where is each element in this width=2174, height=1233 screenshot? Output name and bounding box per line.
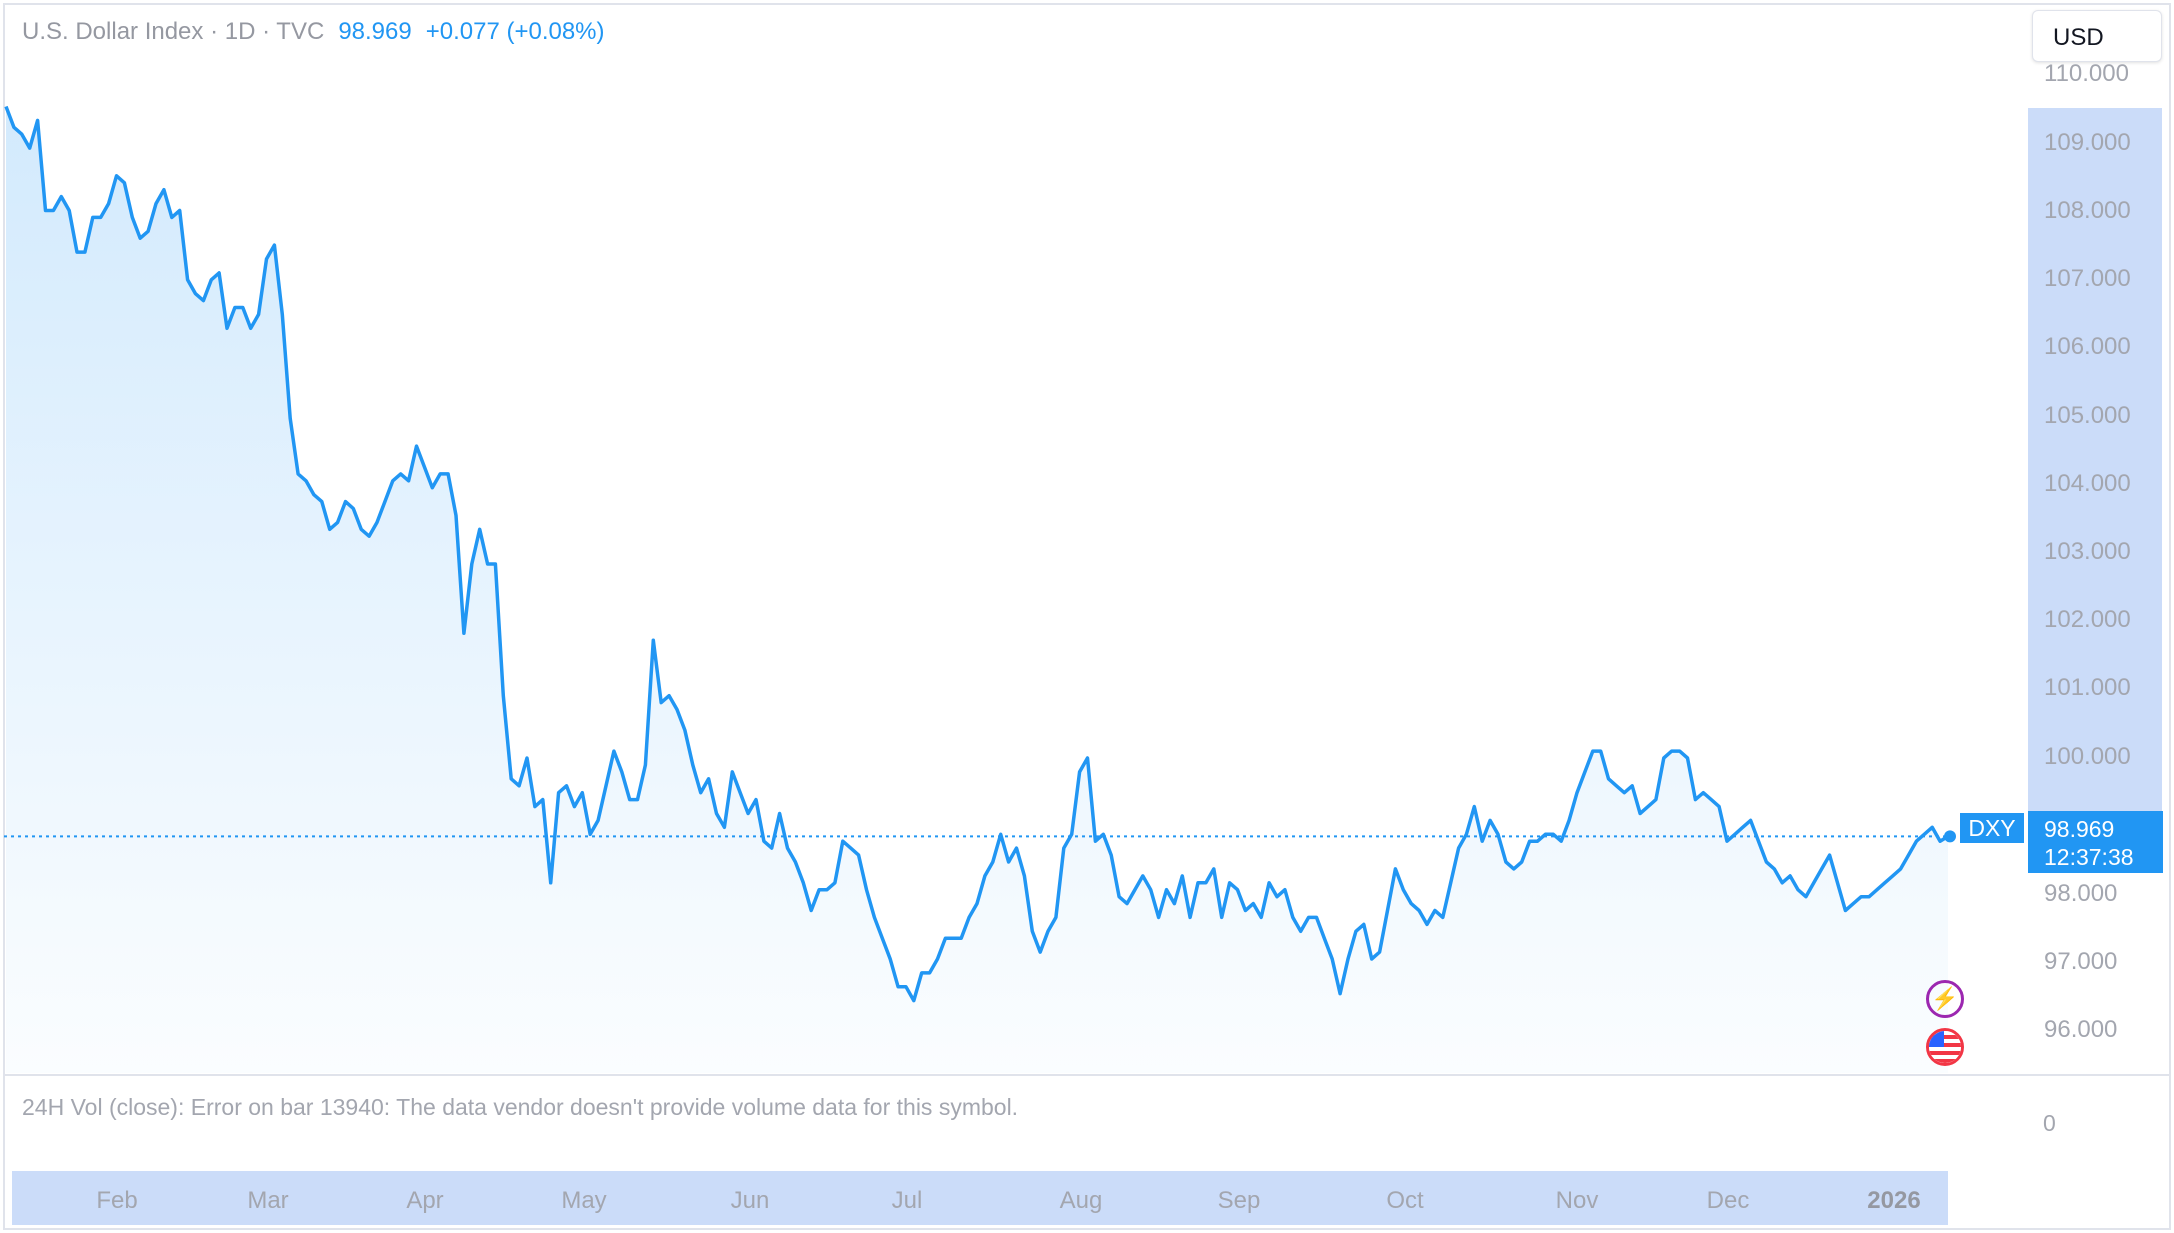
time-label: Aug	[1059, 1187, 1103, 1214]
bolt-icon[interactable]: ⚡	[1926, 980, 1964, 1018]
y-tick: 98.000	[2044, 880, 2118, 907]
price-change: +0.077 (+0.08%)	[425, 18, 605, 45]
y-tick: 109.000	[2044, 129, 2131, 156]
y-tick: 108.000	[2044, 197, 2131, 224]
time-label: Jun	[730, 1187, 770, 1214]
y-tick: 106.000	[2044, 333, 2131, 360]
time-label: Mar	[247, 1187, 289, 1214]
symbol-title[interactable]: U.S. Dollar Index · 1D · TVC	[22, 18, 325, 45]
price-scale-highlight	[2028, 108, 2162, 870]
time-label: Jul	[891, 1187, 923, 1214]
time-label: Nov	[1555, 1187, 1599, 1214]
price-line	[4, 105, 1949, 1003]
y-tick: 103.000	[2044, 538, 2131, 565]
last-price-badge: 98.969 12:37:38	[2028, 811, 2163, 873]
y-tick: 100.000	[2044, 743, 2131, 770]
y-tick: 104.000	[2044, 470, 2131, 497]
y-tick: 101.000	[2044, 674, 2131, 701]
y-tick: 110.000	[2044, 60, 2129, 87]
time-label-year: 2026	[1867, 1187, 1921, 1214]
chart-frame	[3, 3, 2171, 1230]
last-price-dot	[1944, 830, 1956, 843]
ticker-tag: DXY	[1960, 813, 2024, 843]
y-tick: 105.000	[2044, 402, 2131, 429]
time-label: May	[561, 1187, 607, 1214]
y-tick: 107.000	[2044, 265, 2131, 292]
time-axis[interactable]	[12, 1171, 1948, 1225]
us-flag-icon[interactable]	[1926, 1028, 1964, 1066]
badge-price: 98.969	[2044, 816, 2115, 842]
y-tick: 97.000	[2044, 948, 2118, 975]
time-label: Oct	[1386, 1187, 1424, 1214]
last-price-value: 98.969	[338, 18, 412, 45]
time-label: Feb	[96, 1187, 138, 1214]
y-tick: 102.000	[2044, 606, 2131, 633]
time-label: Dec	[1706, 1187, 1750, 1214]
volume-zero-label: 0	[2043, 1110, 2056, 1136]
badge-countdown: 12:37:38	[2044, 844, 2134, 870]
y-tick: 96.000	[2044, 1016, 2118, 1043]
symbol-legend[interactable]: U.S. Dollar Index · 1D · TVC 98.969 +0.0…	[22, 18, 605, 46]
time-label: Sep	[1217, 1187, 1261, 1214]
price-area	[6, 106, 1948, 1073]
time-label: Apr	[406, 1187, 444, 1214]
volume-error-message: 24H Vol (close): Error on bar 13940: The…	[22, 1094, 1019, 1120]
currency-button[interactable]: USD	[2032, 10, 2162, 62]
